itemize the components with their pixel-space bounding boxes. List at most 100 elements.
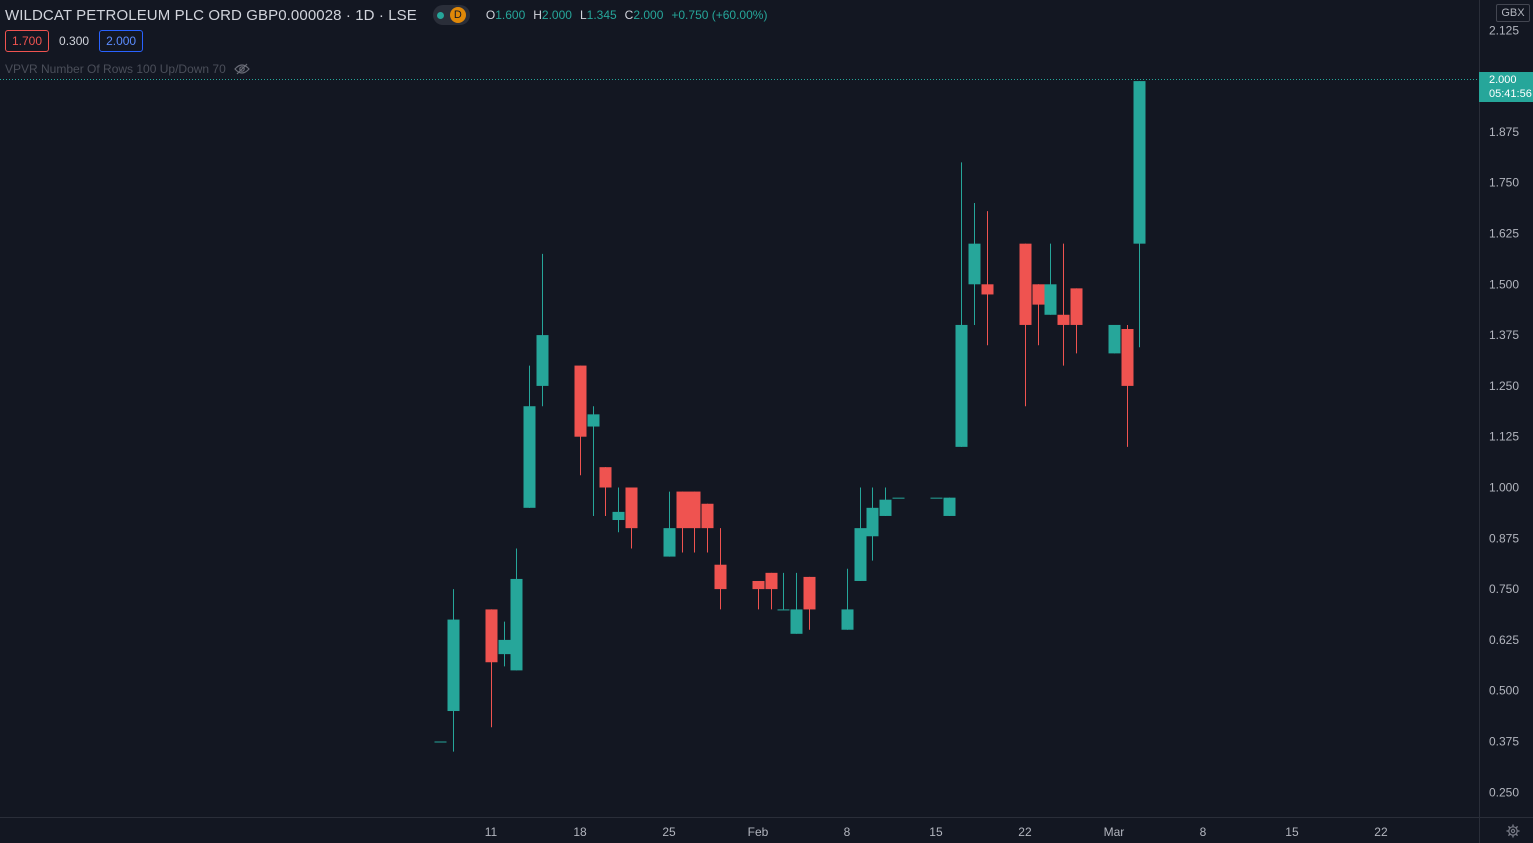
candle: [1108, 324, 1121, 354]
sell-button[interactable]: 1.700: [5, 30, 50, 52]
price-tick-label: 2.125: [1489, 23, 1519, 37]
trade-buttons: 1.700 0.300 2.000: [5, 30, 144, 52]
candle-body: [612, 511, 625, 521]
candle-body: [663, 528, 676, 557]
candle: [523, 365, 536, 508]
symbol-title[interactable]: WILDCAT PETROLEUM PLC ORD GBP0.000028 · …: [5, 6, 417, 24]
time-tick-label: Mar: [1104, 825, 1125, 839]
price-tick-label: 1.000: [1489, 481, 1519, 495]
time-axis[interactable]: 11 18 25 Feb 8 15 22 Mar 8 15 22: [485, 825, 1388, 839]
candle: [854, 487, 867, 581]
candle-body: [892, 497, 905, 499]
price-axis[interactable]: 2.125 1.875 1.750 1.625 1.500 1.375 1.250 1.125…: [1489, 23, 1519, 799]
last-price-tag: 2.000 05:41:56: [1479, 72, 1533, 102]
candle-body: [943, 497, 956, 516]
indicator-title[interactable]: VPVR Number Of Rows 100 Up/Down 70: [5, 62, 226, 76]
candle: [1032, 284, 1045, 346]
price-tick-label: 1.875: [1489, 125, 1519, 139]
last-price-value: 2.000: [1489, 74, 1517, 86]
candle-body: [701, 503, 714, 529]
candle: [765, 572, 778, 610]
candle-body: [676, 491, 689, 529]
time-tick-label: 8: [1200, 825, 1207, 839]
currency-label[interactable]: GBX: [1496, 4, 1530, 22]
candle-body: [1032, 284, 1045, 305]
candle: [866, 487, 879, 561]
candle-body: [879, 499, 892, 516]
candle: [981, 211, 994, 346]
time-tick-label: 8: [844, 825, 851, 839]
candle: [536, 253, 549, 407]
candle: [841, 568, 854, 630]
price-tick-label: 0.875: [1489, 531, 1519, 545]
candle-body: [1133, 81, 1146, 244]
candle-body: [688, 491, 701, 529]
candle: [892, 497, 905, 499]
price-tick-label: 1.625: [1489, 227, 1519, 241]
candle-body: [803, 576, 816, 610]
ohlc-change: +0.750 (+60.00%): [671, 8, 768, 22]
candle: [599, 467, 612, 516]
candles: [434, 81, 1146, 752]
candle-body: [587, 414, 600, 427]
candle: [510, 548, 523, 671]
ohlc-high: H2.000: [533, 8, 572, 22]
candle: [803, 576, 816, 630]
candle-body: [523, 406, 536, 508]
candle-body: [498, 639, 511, 655]
candle: [1133, 81, 1146, 348]
time-tick-label: 22: [1018, 825, 1032, 839]
gear-icon[interactable]: [1506, 824, 1520, 838]
time-tick-label: 22: [1374, 825, 1388, 839]
time-tick-label: Feb: [748, 825, 769, 839]
candle: [676, 491, 689, 553]
delayed-badge: D: [449, 7, 466, 23]
candle-body: [447, 619, 460, 712]
candle: [879, 487, 892, 516]
candle-body: [866, 507, 879, 537]
candle-body: [714, 564, 727, 590]
price-tick-label: 0.375: [1489, 735, 1519, 749]
price-tick-label: 0.625: [1489, 633, 1519, 647]
candle: [574, 365, 587, 476]
ohlc-low: L1.345: [579, 8, 617, 22]
candle: [790, 572, 803, 634]
time-tick-label: 11: [485, 825, 498, 839]
candle: [587, 406, 600, 516]
candle-body: [854, 528, 867, 581]
candle: [663, 491, 676, 557]
spread-value: 0.300: [59, 34, 90, 48]
candle: [1121, 324, 1134, 447]
candle-body: [752, 580, 765, 590]
price-tick-label: 1.250: [1489, 379, 1519, 393]
eye-slash-icon[interactable]: [233, 63, 250, 75]
candle: [943, 497, 956, 516]
ohlc-values: O1.600 H2.000 L1.345 C2.000 +0.750 (+60.…: [486, 8, 768, 22]
market-open-dot-icon: [436, 11, 444, 19]
price-tick-label: 1.500: [1489, 277, 1519, 291]
candle-body: [1070, 288, 1083, 325]
candle-body: [625, 487, 638, 529]
candle-body: [434, 741, 447, 743]
candle-body: [968, 243, 981, 285]
candle-body: [1057, 314, 1070, 325]
candle: [1070, 288, 1083, 354]
legend-header: WILDCAT PETROLEUM PLC ORD GBP0.000028 · …: [5, 5, 767, 25]
candle-body: [1121, 329, 1134, 386]
candle: [498, 621, 511, 667]
candle: [714, 528, 727, 610]
candle-body: [955, 324, 968, 447]
candle-body: [536, 335, 549, 386]
candle-body: [599, 467, 612, 488]
candle: [1019, 243, 1032, 407]
price-tick-label: 0.500: [1489, 684, 1519, 698]
market-status[interactable]: D: [432, 5, 470, 25]
price-tick-label: 0.250: [1489, 785, 1519, 799]
indicator-legend[interactable]: VPVR Number Of Rows 100 Up/Down 70: [5, 62, 250, 76]
buy-button[interactable]: 2.000: [99, 30, 144, 52]
time-tick-label: 25: [662, 825, 676, 839]
candle-body: [1108, 324, 1121, 354]
price-tick-label: 1.125: [1489, 430, 1519, 444]
candle-body: [1019, 243, 1032, 325]
